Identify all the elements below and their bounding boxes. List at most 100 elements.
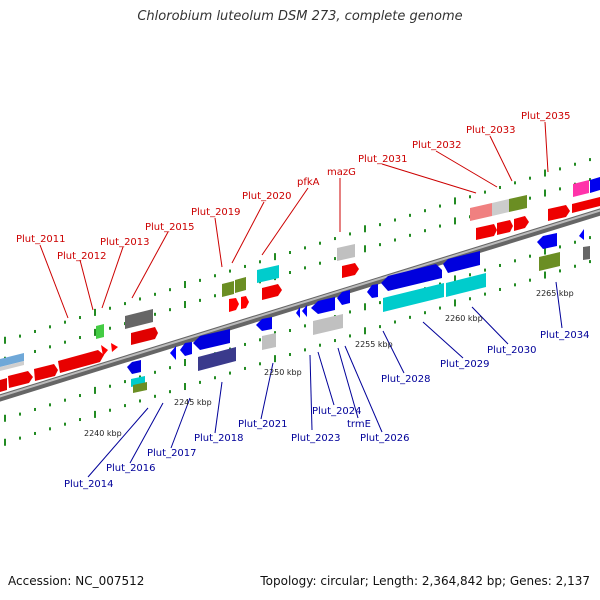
gene-feature <box>572 197 600 213</box>
gene-feature <box>583 246 590 260</box>
tick-mark <box>394 238 396 242</box>
tick-mark <box>364 225 366 233</box>
tick-mark <box>49 325 51 329</box>
gene-label: Plut_2011 <box>16 234 66 245</box>
accession-text: Accession: NC_007512 <box>8 574 145 588</box>
tick-mark <box>139 375 141 379</box>
tick-mark <box>64 398 66 402</box>
tick-mark <box>49 403 51 407</box>
tick-mark <box>199 298 201 302</box>
tick-mark <box>364 303 366 311</box>
gene-label: mazG <box>327 167 356 178</box>
tick-mark <box>484 292 486 296</box>
gene-label: Plut_2012 <box>57 251 107 262</box>
tick-mark <box>574 240 576 244</box>
gene-feature <box>537 233 557 249</box>
tick-mark <box>514 181 516 185</box>
genome-backbone <box>0 208 600 402</box>
tick-mark <box>439 204 441 208</box>
tick-mark <box>19 436 21 440</box>
gene-label: Plut_2035 <box>521 111 571 122</box>
gene-feature <box>514 216 529 231</box>
gene-feature <box>509 195 527 212</box>
tick-mark <box>379 243 381 247</box>
tick-mark <box>184 359 186 367</box>
gene-feature <box>34 364 58 381</box>
forward-gene-labels: Plut_2011 Plut_2012 Plut_2013 Plut_2015 … <box>16 111 571 262</box>
gene-feature <box>256 317 272 331</box>
tick-mark <box>454 217 456 225</box>
gene-feature <box>446 273 486 297</box>
tick-mark <box>319 241 321 245</box>
gene-label: Plut_2021 <box>238 419 288 430</box>
gene-feature <box>96 324 104 339</box>
tick-mark <box>439 306 441 310</box>
gene-feature <box>0 378 7 392</box>
tick-mark <box>424 311 426 315</box>
tick-mark <box>529 176 531 180</box>
tick-mark <box>469 195 471 199</box>
tick-mark <box>484 190 486 194</box>
gene-feature <box>311 297 335 314</box>
tick-mark <box>199 278 201 282</box>
tick-mark <box>574 264 576 268</box>
gene-feature <box>548 205 570 221</box>
tick-mark <box>124 380 126 384</box>
tick-mark <box>184 301 186 309</box>
gene-feature <box>497 220 513 235</box>
tick-mark <box>64 422 66 426</box>
tick-mark <box>559 187 561 191</box>
tick-mark <box>79 394 81 398</box>
scale-label: 2245 kbp <box>174 398 212 407</box>
gene-feature <box>198 347 236 371</box>
tick-mark <box>394 218 396 222</box>
tick-mark <box>289 329 291 333</box>
tick-mark <box>169 308 171 312</box>
tick-mark <box>244 264 246 268</box>
gene-label: Plut_2026 <box>360 433 410 444</box>
gene-feature <box>180 342 192 356</box>
tick-mark <box>154 292 156 296</box>
tick-mark <box>379 325 381 329</box>
gene-feature <box>127 360 141 374</box>
gene-label: Plut_2023 <box>291 433 341 444</box>
tick-mark <box>109 306 111 310</box>
tick-mark <box>409 213 411 217</box>
gene-feature <box>111 343 118 352</box>
tick-mark <box>64 340 66 344</box>
gene-feature <box>539 252 560 271</box>
tick-mark <box>124 302 126 306</box>
tick-mark <box>184 281 186 289</box>
tick-mark <box>34 349 36 353</box>
tick-mark <box>169 288 171 292</box>
gene-feature <box>262 284 282 300</box>
tick-mark <box>454 275 456 283</box>
scale-label: 2255 kbp <box>355 340 393 349</box>
tick-mark <box>19 412 21 416</box>
tick-mark <box>79 336 81 340</box>
tick-mark <box>379 301 381 305</box>
tick-mark <box>589 260 591 264</box>
tick-mark <box>244 366 246 370</box>
gene-feature <box>313 314 343 335</box>
tick-mark <box>139 297 141 301</box>
tick-mark <box>439 224 441 228</box>
tick-mark <box>469 297 471 301</box>
gene-feature <box>222 281 234 297</box>
tick-mark <box>4 438 6 446</box>
tick-mark <box>259 338 261 342</box>
tick-mark <box>394 320 396 324</box>
gene-label: Plut_2017 <box>147 448 197 459</box>
tick-mark <box>424 209 426 213</box>
tick-mark <box>259 260 261 264</box>
tick-mark <box>259 362 261 366</box>
gene-feature <box>0 361 24 371</box>
tick-mark <box>544 169 546 177</box>
tick-mark <box>514 283 516 287</box>
tick-mark <box>154 370 156 374</box>
gene-feature <box>125 309 153 329</box>
tick-mark <box>349 310 351 314</box>
tick-mark <box>589 158 591 162</box>
tick-mark <box>559 167 561 171</box>
gene-feature <box>381 264 442 291</box>
